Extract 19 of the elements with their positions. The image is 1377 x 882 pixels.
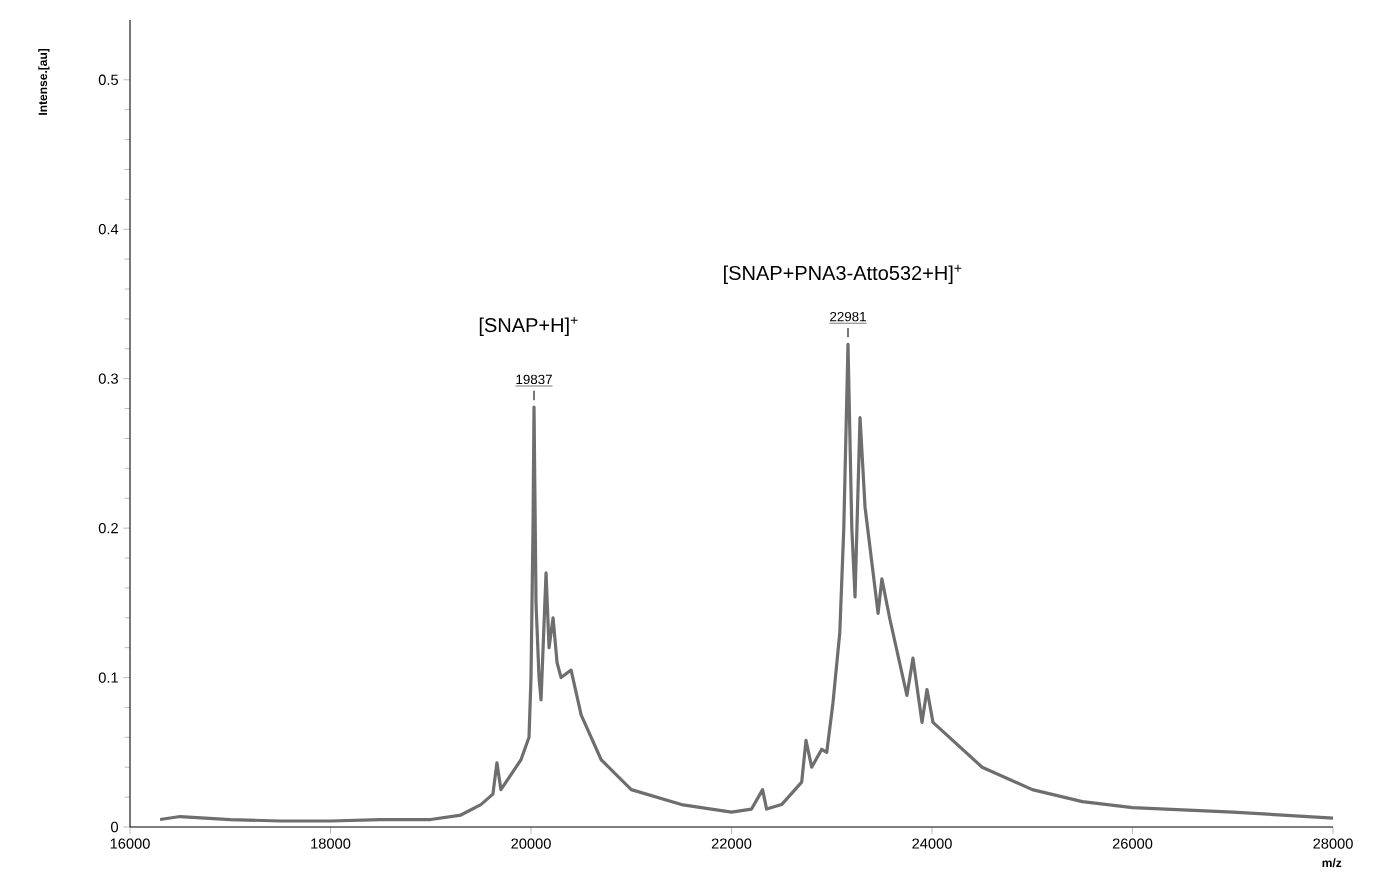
x-tick-label: 24000 xyxy=(912,838,952,849)
annotation: [SNAP+H]$^{+}$ xyxy=(479,316,578,337)
x-tick-label: 26000 xyxy=(1112,838,1153,849)
annotation: 22981 xyxy=(830,311,866,322)
y-tick-label: 0.4 xyxy=(98,224,119,235)
x-tick-label: 18000 xyxy=(311,838,351,849)
x-tick-label: 20000 xyxy=(511,838,551,849)
x-tick-label: 28000 xyxy=(1313,838,1353,849)
y-tick-label: 0.3 xyxy=(98,373,118,384)
annotation: 19837 xyxy=(516,374,552,385)
x-tick-label: 22000 xyxy=(711,838,752,849)
x-axis-title: m/z xyxy=(1322,858,1342,868)
x-tick-label: 16000 xyxy=(110,838,150,849)
y-tick-label: 0.2 xyxy=(98,522,118,534)
annotation: [SNAP+PNA3-Atto532+H]$^{+}$ xyxy=(724,264,962,285)
y-tick-label: 0.1 xyxy=(98,672,118,683)
y-tick-label: 0 xyxy=(111,821,119,833)
y-tick-label: 0.5 xyxy=(98,74,118,85)
y-axis-title: Intense.[au] xyxy=(38,48,50,115)
